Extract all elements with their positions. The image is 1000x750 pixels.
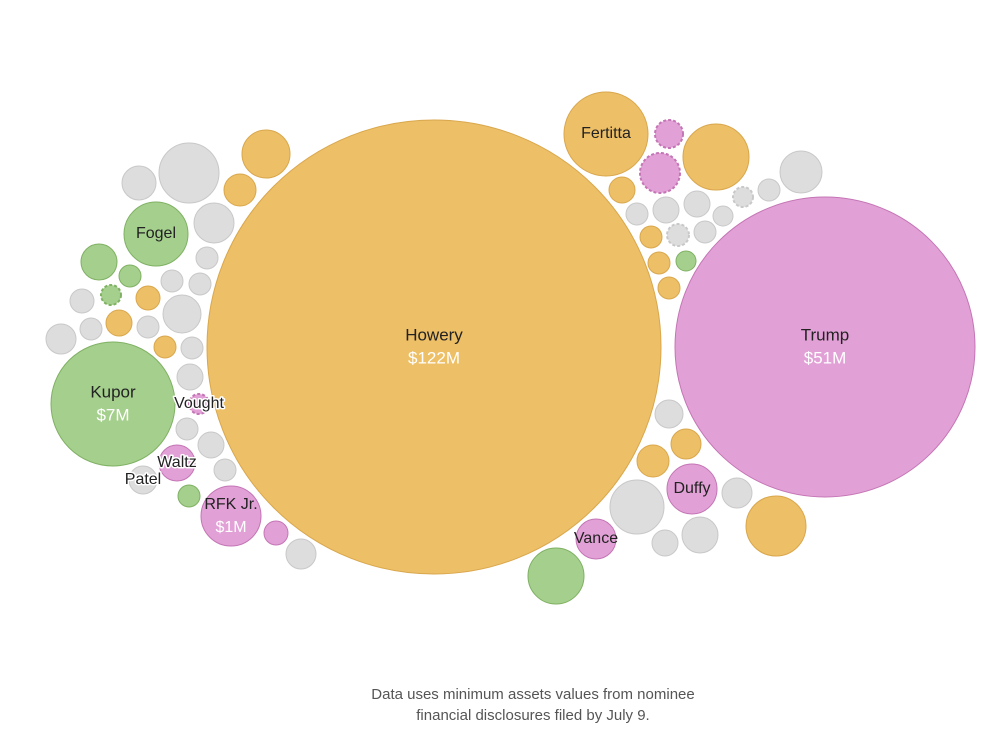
bubble-o6[interactable] <box>647 251 671 275</box>
bubble-o13[interactable] <box>745 495 807 557</box>
labels-layer: Howery $122M Trump $51M Kupor $7M RFK Jr. $1M Fe… <box>90 125 849 547</box>
bubble-label-vance: Vance <box>574 530 618 547</box>
bubble-x9[interactable] <box>79 317 103 341</box>
bubble-x1[interactable] <box>158 142 220 204</box>
bubble-g3[interactable] <box>100 284 122 306</box>
bubble-g4[interactable] <box>675 250 697 272</box>
bubble-label-fogel: Fogel <box>136 225 176 242</box>
bubble-value-kupor: $7M <box>96 405 129 424</box>
bubble-value-howery: $122M <box>408 348 460 367</box>
bubble-label-trump: Trump <box>801 325 850 344</box>
bubble-x16[interactable] <box>213 458 237 482</box>
bubble-o7[interactable] <box>657 276 681 300</box>
bubble-o2[interactable] <box>223 173 257 207</box>
bubble-x6[interactable] <box>188 272 212 296</box>
bubble-label-duffy: Duffy <box>673 480 710 497</box>
bubble-x26[interactable] <box>693 220 717 244</box>
bubble-x30[interactable] <box>651 529 679 557</box>
bubble-o12[interactable] <box>636 444 670 478</box>
footnote-line-1: Data uses minimum assets values from nom… <box>371 686 695 703</box>
bubble-x13[interactable] <box>176 363 204 391</box>
bubble-label-kupor: Kupor <box>90 382 136 401</box>
bubble-o5[interactable] <box>639 225 663 249</box>
bubble-g5[interactable] <box>177 484 201 508</box>
bubble-trump[interactable] <box>674 196 976 498</box>
bubble-x27[interactable] <box>654 399 684 429</box>
bubble-o10[interactable] <box>153 335 177 359</box>
bubble-p1[interactable] <box>654 119 684 149</box>
bubble-label-waltz: Waltz <box>157 454 196 471</box>
bubble-rfk[interactable] <box>200 485 262 547</box>
chart-footnote: Data uses minimum assets values from nom… <box>0 684 1000 726</box>
bubble-value-trump: $51M <box>804 348 847 367</box>
bubble-x15[interactable] <box>197 431 225 459</box>
bubble-x5[interactable] <box>160 269 184 293</box>
bubble-g1[interactable] <box>80 243 118 281</box>
bubble-o1[interactable] <box>241 129 291 179</box>
bubble-x10[interactable] <box>45 323 77 355</box>
bubble-x2[interactable] <box>121 165 157 201</box>
bubble-vance[interactable] <box>575 518 617 560</box>
bubble-label-howery: Howery <box>405 325 463 344</box>
bubbles-layer <box>45 91 976 605</box>
bubble-duffy[interactable] <box>666 463 718 515</box>
bubble-x21[interactable] <box>712 205 734 227</box>
bubble-label-vought: Vought <box>174 395 224 412</box>
bubble-x12[interactable] <box>180 336 204 360</box>
bubble-g2[interactable] <box>118 264 142 288</box>
bubble-x23[interactable] <box>757 178 781 202</box>
bubble-fogel[interactable] <box>123 201 189 267</box>
bubble-waltz[interactable] <box>158 444 196 482</box>
bubble-x7[interactable] <box>162 294 202 334</box>
bubble-x29[interactable] <box>681 516 719 554</box>
bubble-o4[interactable] <box>608 176 636 204</box>
bubble-label-fertitta: Fertitta <box>581 125 631 142</box>
bubble-o9[interactable] <box>105 309 133 337</box>
bubble-value-rfk: $1M <box>215 519 246 536</box>
bubble-x14[interactable] <box>175 417 199 441</box>
bubble-p3[interactable] <box>263 520 289 546</box>
bubble-x19[interactable] <box>652 196 680 224</box>
bubble-p2[interactable] <box>639 152 681 194</box>
bubble-vought[interactable] <box>188 393 210 415</box>
bubble-g6[interactable] <box>527 547 585 605</box>
bubble-patel[interactable] <box>128 465 158 495</box>
bubble-o8[interactable] <box>135 285 161 311</box>
bubble-x22[interactable] <box>732 186 754 208</box>
bubble-x4[interactable] <box>195 246 219 270</box>
bubble-x8[interactable] <box>69 288 95 314</box>
bubble-kupor[interactable] <box>50 341 176 467</box>
bubble-x11[interactable] <box>136 315 160 339</box>
bubble-x17[interactable] <box>285 538 317 570</box>
bubble-x25[interactable] <box>666 223 690 247</box>
footnote-line-2: financial disclosures filed by July 9. <box>416 707 650 724</box>
bubble-x24[interactable] <box>779 150 823 194</box>
bubble-fertitta[interactable] <box>563 91 649 177</box>
bubble-x18[interactable] <box>625 202 649 226</box>
bubble-label-rfk: RFK Jr. <box>204 496 257 513</box>
bubble-o3[interactable] <box>682 123 750 191</box>
bubble-o11[interactable] <box>670 428 702 460</box>
bubble-x20[interactable] <box>683 190 711 218</box>
bubble-x3[interactable] <box>193 202 235 244</box>
bubble-x31[interactable] <box>721 477 753 509</box>
bubble-chart: Howery $122M Trump $51M Kupor $7M RFK Jr. $1M Fe… <box>45 91 976 605</box>
bubble-howery[interactable] <box>206 119 662 575</box>
bubble-x28[interactable] <box>609 479 665 535</box>
bubble-label-patel: Patel <box>125 471 161 488</box>
